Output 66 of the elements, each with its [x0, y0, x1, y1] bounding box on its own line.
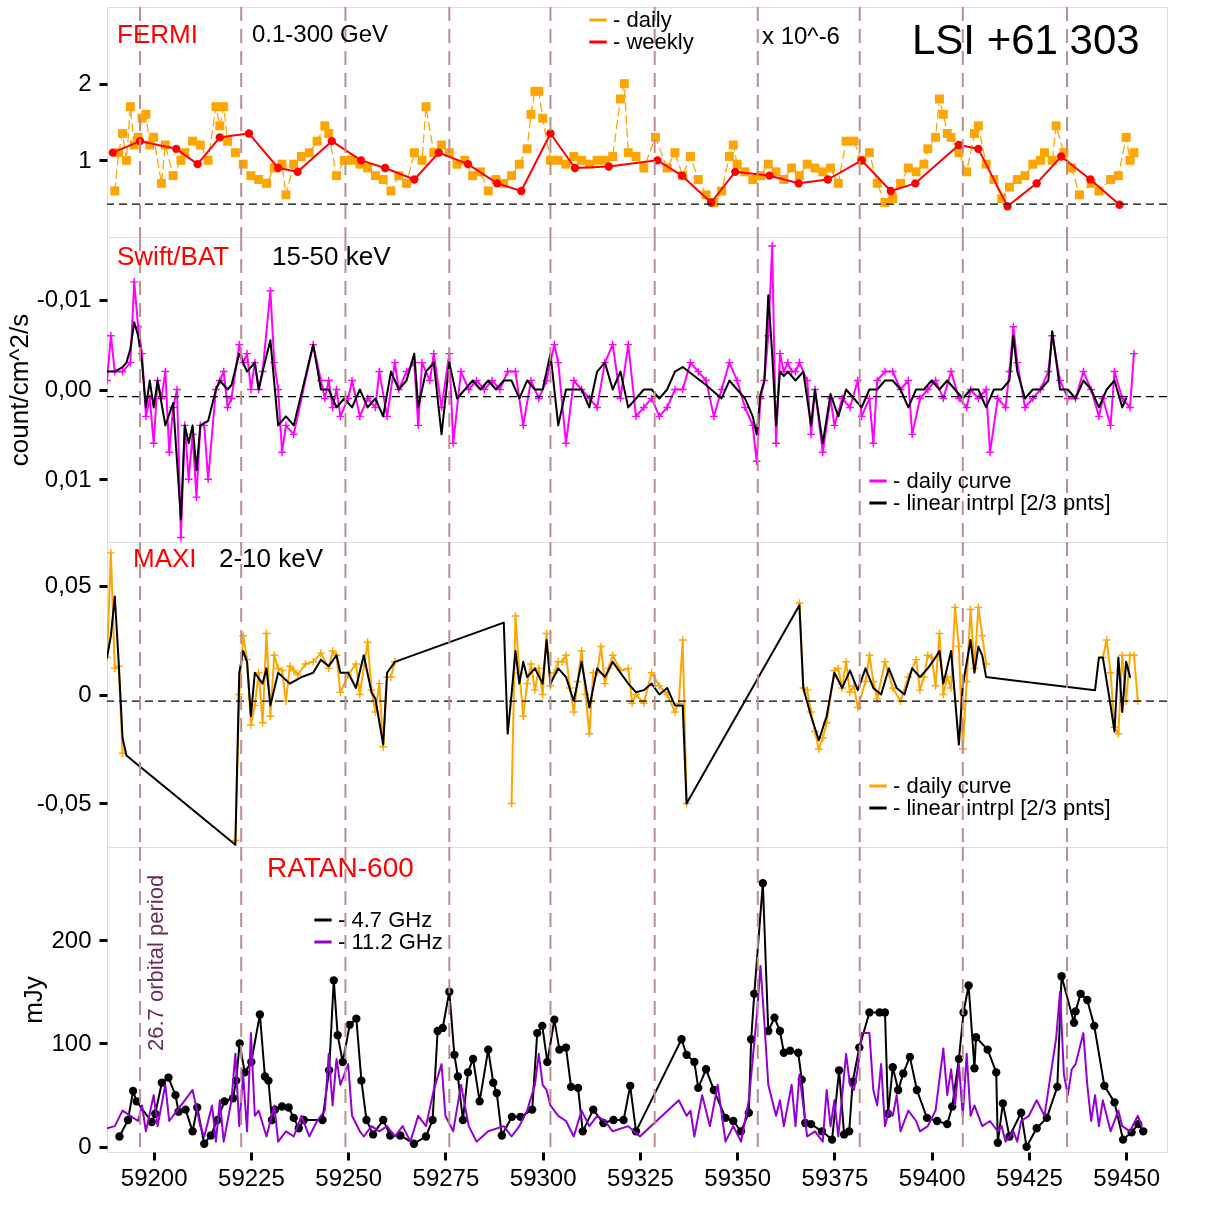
y-tick-label: 1	[78, 145, 92, 173]
x-tick-label: 59250	[315, 1163, 383, 1191]
y-tick-label: -0,05	[36, 788, 92, 816]
point	[731, 167, 740, 177]
x-tick-label: 59225	[218, 1163, 285, 1191]
point	[570, 163, 580, 173]
point	[380, 163, 390, 173]
y-axis-title: count/cm^2/s	[3, 313, 34, 467]
legend-label: - daily curve	[893, 773, 1012, 798]
point	[193, 159, 202, 169]
point	[356, 156, 366, 165]
point	[293, 167, 302, 177]
y-tick-label: -0,01	[36, 285, 92, 313]
point	[911, 179, 920, 188]
annotation: LSI +61 303	[912, 16, 1140, 63]
point	[794, 179, 803, 188]
y-tick-label: 0	[78, 680, 92, 707]
point	[1086, 175, 1095, 184]
x-tick-label: 59425	[996, 1163, 1063, 1191]
point	[886, 186, 895, 196]
annotation: FERMI	[117, 19, 198, 49]
point	[108, 148, 118, 157]
annotation: RATAN-600	[267, 852, 414, 883]
y-tick-label: 200	[51, 925, 92, 953]
point	[492, 179, 502, 188]
point	[765, 171, 774, 180]
point	[1057, 152, 1066, 161]
point	[273, 163, 283, 173]
legend-label: - 11.2 GHz	[338, 929, 443, 954]
point	[172, 144, 181, 154]
point	[434, 148, 443, 157]
point	[1032, 179, 1041, 188]
x-tick-label: 59375	[801, 1163, 869, 1191]
annotation: 2-10 keV	[219, 543, 324, 573]
point	[604, 162, 613, 171]
y-tick-label: 100	[51, 1028, 92, 1056]
ref-line-label: 26.7 orbital period	[143, 874, 169, 1051]
legend-label: - 4.7 GHz	[338, 907, 433, 932]
point	[974, 144, 983, 154]
point	[215, 133, 224, 142]
y-tick-label: 0,01	[44, 464, 92, 492]
x-tick-label: 59200	[120, 1163, 188, 1191]
annotation: 15-50 keV	[272, 241, 392, 271]
legend-label: - daily curve	[893, 468, 1012, 493]
point	[517, 186, 526, 196]
x-tick-label: 59400	[898, 1163, 966, 1191]
x-tick-label: 59275	[412, 1163, 480, 1191]
annotation: Swift/BAT	[117, 241, 230, 271]
point	[410, 175, 419, 184]
point	[327, 136, 337, 146]
point	[463, 159, 473, 169]
point	[244, 129, 254, 138]
x-tick-label: 59300	[509, 1163, 577, 1191]
y-tick-label: 0,05	[44, 571, 92, 599]
point	[823, 175, 832, 184]
y-tick-label: 0	[78, 1132, 92, 1160]
x-tick-label: 59350	[704, 1163, 772, 1191]
annotation: MAXI	[133, 543, 197, 573]
y-tick-label: 0,00	[44, 375, 92, 402]
x-tick-label: 59325	[607, 1163, 674, 1191]
legend-label: - daily	[613, 7, 672, 32]
x-tick-label: 59450	[1093, 1163, 1161, 1191]
annotation: x 10^-6	[762, 22, 840, 49]
annotation: 0.1-300 GeV	[252, 20, 389, 47]
y-tick-label: 2	[78, 69, 92, 97]
y-axis-title: mJy	[18, 976, 49, 1024]
